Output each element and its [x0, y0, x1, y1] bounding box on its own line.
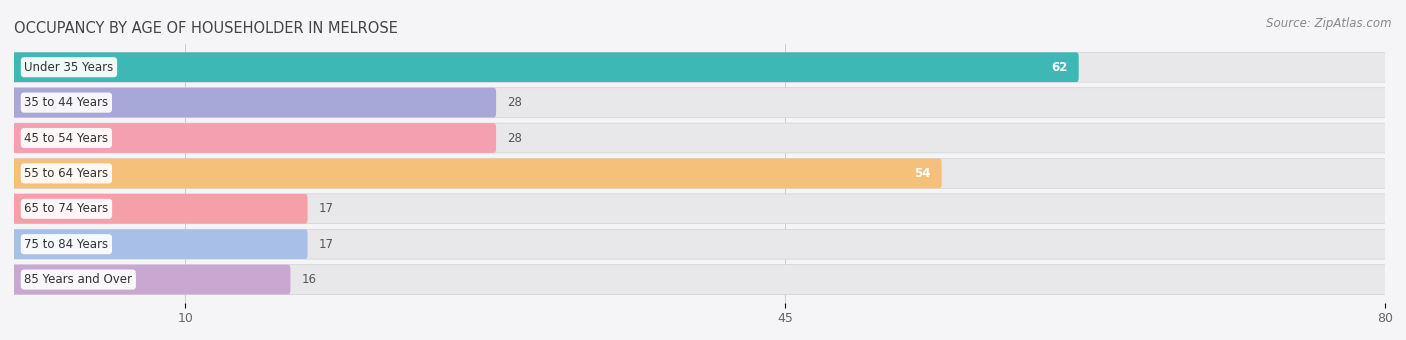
Text: 35 to 44 Years: 35 to 44 Years [24, 96, 108, 109]
Text: 85 Years and Over: 85 Years and Over [24, 273, 132, 286]
Text: 45 to 54 Years: 45 to 54 Years [24, 132, 108, 144]
FancyBboxPatch shape [11, 265, 291, 294]
Text: 28: 28 [508, 132, 523, 144]
Text: Under 35 Years: Under 35 Years [24, 61, 114, 74]
FancyBboxPatch shape [11, 158, 1388, 188]
Text: Source: ZipAtlas.com: Source: ZipAtlas.com [1267, 17, 1392, 30]
Text: 65 to 74 Years: 65 to 74 Years [24, 202, 108, 215]
Text: OCCUPANCY BY AGE OF HOUSEHOLDER IN MELROSE: OCCUPANCY BY AGE OF HOUSEHOLDER IN MELRO… [14, 21, 398, 36]
FancyBboxPatch shape [11, 194, 1388, 224]
Text: 17: 17 [319, 202, 335, 215]
Text: 55 to 64 Years: 55 to 64 Years [24, 167, 108, 180]
Text: 54: 54 [914, 167, 931, 180]
FancyBboxPatch shape [11, 123, 496, 153]
FancyBboxPatch shape [11, 123, 1388, 153]
FancyBboxPatch shape [11, 88, 1388, 118]
Text: 75 to 84 Years: 75 to 84 Years [24, 238, 108, 251]
FancyBboxPatch shape [11, 88, 496, 118]
Text: 28: 28 [508, 96, 523, 109]
FancyBboxPatch shape [11, 194, 308, 224]
Text: 62: 62 [1052, 61, 1069, 74]
FancyBboxPatch shape [11, 52, 1078, 82]
Text: 17: 17 [319, 238, 335, 251]
Text: 16: 16 [302, 273, 316, 286]
FancyBboxPatch shape [11, 158, 942, 188]
FancyBboxPatch shape [11, 229, 1388, 259]
FancyBboxPatch shape [11, 229, 308, 259]
FancyBboxPatch shape [11, 265, 1388, 294]
FancyBboxPatch shape [11, 52, 1388, 82]
